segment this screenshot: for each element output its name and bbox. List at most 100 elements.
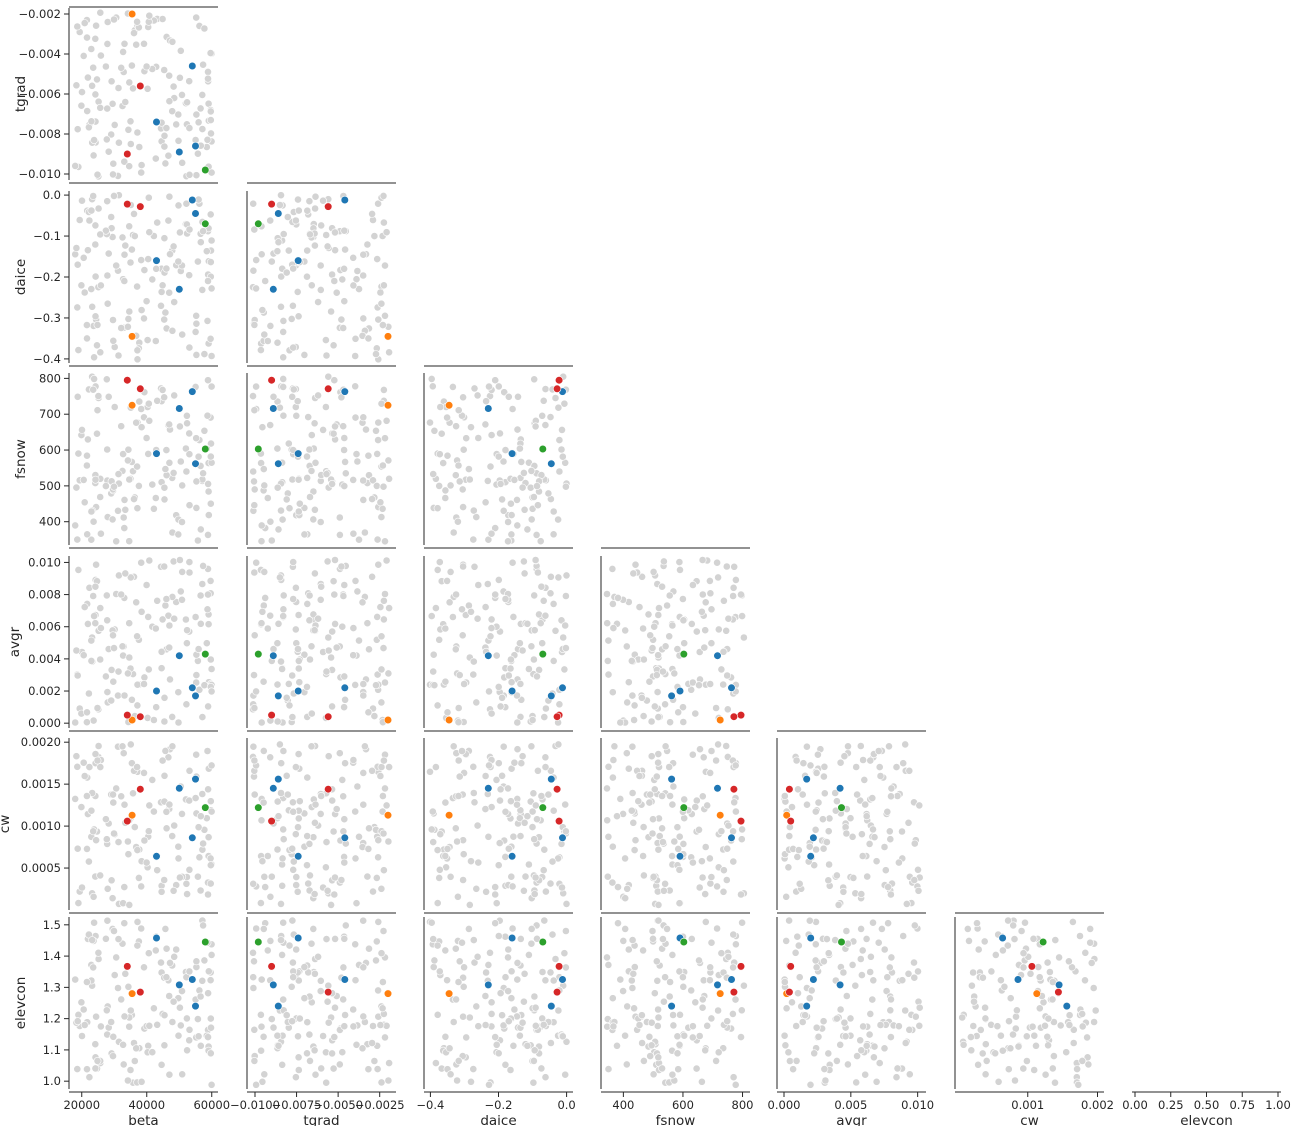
background-point: [551, 626, 560, 635]
background-point: [1009, 921, 1018, 930]
background-point: [126, 140, 135, 148]
background-point: [93, 756, 102, 765]
background-point: [73, 392, 82, 401]
background-point: [322, 470, 331, 478]
background-point: [120, 250, 129, 259]
background-point: [974, 1060, 982, 1069]
background-point: [687, 935, 696, 943]
background-point: [481, 992, 490, 1000]
background-point: [1017, 927, 1026, 935]
background-point: [252, 284, 260, 293]
background-point: [1000, 982, 1009, 991]
background-point: [865, 840, 874, 848]
background-point: [1083, 1053, 1092, 1062]
background-point: [1029, 934, 1038, 943]
highlighted-point: [484, 651, 493, 660]
y-tick-label: 500: [39, 479, 61, 493]
background-point: [108, 515, 117, 524]
background-point: [196, 238, 205, 247]
background-point: [1065, 1011, 1074, 1020]
background-point: [349, 529, 358, 538]
background-point: [129, 789, 137, 798]
highlighted-point: [552, 785, 562, 794]
background-point: [206, 861, 215, 870]
background-point: [441, 486, 450, 495]
background-point: [654, 651, 662, 660]
background-point: [887, 792, 895, 801]
highlighted-point: [507, 933, 517, 943]
background-point: [707, 747, 716, 755]
background-point: [520, 569, 529, 578]
background-point: [474, 1022, 483, 1031]
highlighted-point: [786, 962, 795, 971]
background-point: [513, 959, 522, 967]
background-point: [294, 507, 303, 516]
background-point: [252, 382, 260, 391]
background-point: [443, 577, 451, 585]
background-point: [454, 461, 463, 470]
background-point: [142, 297, 151, 306]
background-point: [305, 1030, 314, 1039]
background-point: [199, 921, 207, 930]
background-point: [530, 493, 538, 501]
background-point: [202, 639, 211, 648]
background-point: [994, 1077, 1003, 1086]
background-point: [109, 170, 117, 179]
background-point: [473, 391, 482, 400]
background-point: [547, 766, 555, 775]
background-point: [481, 1021, 490, 1029]
background-point: [206, 655, 215, 664]
background-point: [561, 1070, 570, 1079]
background-point: [307, 709, 316, 718]
background-point: [1023, 1057, 1031, 1065]
background-point: [158, 615, 167, 624]
background-point: [825, 814, 834, 823]
background-point: [707, 1014, 716, 1023]
background-point: [628, 789, 637, 797]
highlighted-point: [188, 387, 197, 396]
background-point: [329, 341, 338, 350]
background-point: [133, 346, 142, 355]
background-point: [78, 1032, 86, 1040]
background-point: [250, 406, 259, 415]
background-point: [316, 285, 325, 294]
y-tick-label: 0.006: [28, 620, 61, 634]
background-point: [428, 382, 437, 391]
background-point: [160, 393, 169, 402]
background-point: [351, 413, 360, 422]
background-point: [74, 346, 83, 354]
background-point: [256, 1010, 265, 1019]
background-point: [364, 1065, 373, 1074]
background-point: [717, 949, 726, 958]
background-point: [330, 1033, 339, 1041]
background-point: [102, 815, 110, 824]
background-point: [168, 37, 177, 46]
background-point: [140, 314, 148, 323]
background-point: [104, 249, 113, 258]
background-point: [613, 1041, 621, 1050]
background-point: [520, 969, 529, 978]
highlighted-point: [269, 285, 278, 294]
background-point: [293, 887, 302, 896]
background-point: [310, 626, 319, 635]
background-point: [668, 1070, 677, 1079]
background-point: [433, 566, 442, 574]
background-point: [376, 772, 385, 780]
background-point: [182, 1014, 191, 1023]
background-point: [679, 616, 688, 625]
background-point: [250, 1057, 259, 1065]
background-point: [341, 921, 350, 930]
background-point: [674, 708, 683, 717]
background-point: [73, 22, 82, 31]
background-point: [140, 39, 148, 48]
background-point: [673, 645, 682, 653]
background-point: [646, 1052, 655, 1060]
background-point: [77, 281, 86, 290]
background-point: [259, 465, 268, 473]
background-point: [207, 1023, 215, 1032]
background-point: [508, 558, 517, 567]
background-point: [687, 986, 696, 995]
x-axis-label: avgr: [836, 1113, 867, 1126]
background-point: [884, 883, 892, 891]
background-point: [844, 742, 852, 751]
